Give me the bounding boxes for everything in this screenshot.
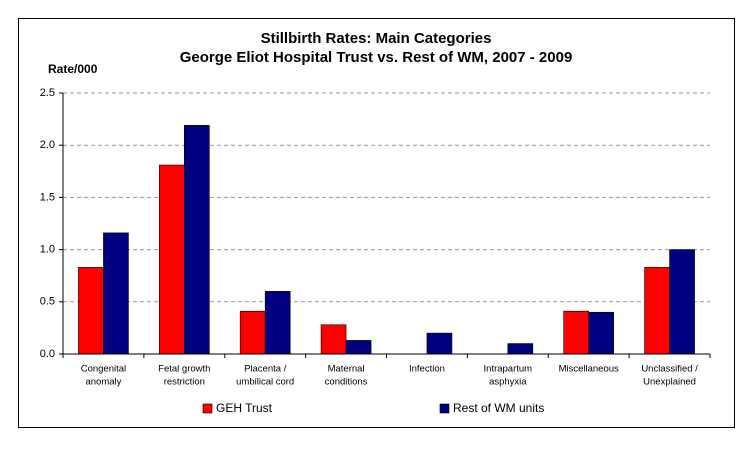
y-axis-label: Rate/000: [48, 62, 98, 76]
bar: [78, 267, 104, 355]
bar: [103, 232, 129, 355]
bar: [669, 249, 695, 355]
x-tick-label: umbilical cord: [236, 377, 294, 388]
x-tick-label: Infection: [409, 364, 445, 375]
y-tick-label: 2.5: [40, 87, 55, 99]
chart-subtitle: George Eliot Hospital Trust vs. Rest of …: [180, 49, 573, 66]
chart-title: Stillbirth Rates: Main Categories: [261, 30, 492, 47]
y-tick-label: 2.0: [40, 139, 55, 151]
y-tick-label: 0.5: [40, 296, 55, 308]
bar: [184, 125, 210, 355]
x-tick-label: conditions: [325, 377, 368, 388]
legend-label: GEH Trust: [216, 401, 273, 415]
bar: [644, 267, 670, 355]
bar: [563, 310, 589, 355]
legend-swatch: [439, 403, 450, 414]
x-tick-label: restriction: [164, 377, 205, 388]
bar: [507, 343, 534, 355]
x-tick-label: Unexplained: [643, 377, 696, 388]
x-tick-label: anomaly: [85, 377, 121, 388]
x-tick-label: Unclassified /: [641, 364, 698, 375]
bar: [320, 324, 347, 355]
legend-swatch: [202, 403, 213, 414]
x-tick-label: Maternal: [328, 364, 365, 375]
chart-frame: [18, 18, 735, 428]
x-tick-label: Miscellaneous: [559, 364, 619, 375]
x-tick-label: Congenital: [81, 364, 126, 375]
y-tick-label: 1.5: [40, 191, 55, 203]
bar: [588, 311, 614, 355]
bar: [345, 340, 372, 355]
legend-label: Rest of WM units: [453, 401, 544, 415]
bar: [426, 332, 453, 355]
x-tick-label: Fetal growth: [158, 364, 210, 375]
x-tick-label: asphyxia: [489, 377, 527, 388]
y-tick-label: 1.0: [40, 244, 55, 256]
y-tick-label: 0.0: [40, 348, 55, 360]
bar: [159, 164, 185, 355]
bar: [239, 310, 266, 355]
x-tick-label: Intrapartum: [484, 364, 533, 375]
bar: [264, 291, 291, 355]
x-tick-label: Placenta /: [244, 364, 287, 375]
